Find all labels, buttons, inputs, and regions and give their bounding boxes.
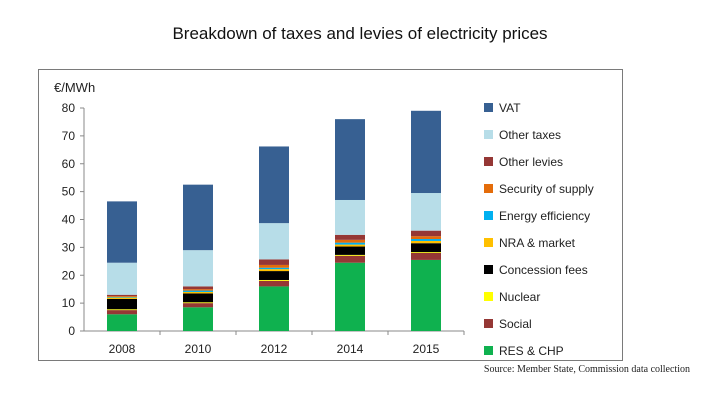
- source-note: Source: Member State, Commission data co…: [483, 364, 690, 375]
- bar-segment-nuclear: [183, 302, 213, 304]
- legend-swatch-vat: [484, 103, 493, 112]
- bars: [107, 110, 441, 331]
- y-tick-label: 0: [68, 324, 75, 338]
- bar-segment-energy-efficiency: [259, 267, 289, 270]
- bar-segment-nuclear: [335, 254, 365, 256]
- bar-segment-social: [259, 280, 289, 287]
- bar-segment-other-levies: [107, 294, 137, 297]
- legend-swatch-nuclear: [484, 292, 493, 301]
- legend-label-security-of-supply: Security of supply: [499, 182, 594, 196]
- legend-label-other-levies: Other levies: [499, 155, 563, 169]
- bar-segment-energy-efficiency: [107, 296, 137, 298]
- y-axis-label: €/MWh: [54, 80, 95, 95]
- bar-segment-nuclear: [259, 279, 289, 281]
- bar-segment-social: [335, 255, 365, 263]
- legend-swatch-nra-market: [484, 238, 493, 247]
- y-tick-label: 60: [62, 157, 76, 171]
- legend-label-other-taxes: Other taxes: [499, 128, 561, 142]
- y-tick-label: 40: [62, 213, 76, 227]
- y-tick-label: 70: [62, 129, 76, 143]
- legend-swatch-concession-fees: [484, 265, 493, 274]
- slide-title: Breakdown of taxes and levies of electri…: [172, 24, 548, 43]
- y-tick-label: 10: [62, 296, 76, 310]
- bar-segment-res-chp: [411, 259, 441, 331]
- bar-segment-vat: [411, 110, 441, 194]
- y-tick-label: 30: [62, 240, 76, 254]
- legend-swatch-energy-efficiency: [484, 211, 493, 220]
- y-ticks: 0 10 20 30 40 50 60 70 80: [62, 101, 84, 338]
- x-tick-label: 2010: [185, 342, 212, 356]
- bar-segment-nra-market: [259, 269, 289, 272]
- bar-stack-2008: [107, 201, 137, 331]
- bar-segment-nuclear: [107, 309, 137, 311]
- bar-stack-2015: [411, 110, 441, 331]
- bar-segment-vat: [335, 119, 365, 200]
- bar-segment-nuclear: [411, 252, 441, 253]
- bar-segment-other-taxes: [411, 193, 441, 231]
- legend-label-vat: VAT: [499, 101, 521, 115]
- bar-segment-other-taxes: [335, 199, 365, 235]
- bar-segment-concession-fees: [335, 246, 365, 255]
- legend-swatch-other-levies: [484, 157, 493, 166]
- bar-segment-res-chp: [107, 314, 137, 331]
- legend-swatch-res-chp: [484, 346, 493, 355]
- bar-segment-energy-efficiency: [411, 239, 441, 241]
- legend-swatch-social: [484, 319, 493, 328]
- bar-segment-nra-market: [411, 240, 441, 244]
- bar-stack-2012: [259, 146, 289, 331]
- x-tick-label: 2008: [109, 342, 136, 356]
- bar-segment-other-levies: [411, 230, 441, 237]
- legend-swatch-security-of-supply: [484, 184, 493, 193]
- bar-segment-security-of-supply: [411, 236, 441, 240]
- x-tick-label: 2012: [261, 342, 288, 356]
- bar-segment-energy-efficiency: [183, 290, 213, 292]
- bar-stack-2014: [335, 119, 365, 331]
- legend-label-energy-efficiency: Energy efficiency: [499, 209, 590, 223]
- bar-segment-nra-market: [107, 297, 137, 299]
- bar-stack-2010: [183, 184, 213, 331]
- x-tick-label: 2014: [337, 342, 364, 356]
- bar-segment-vat: [259, 146, 289, 224]
- bar-segment-other-taxes: [183, 250, 213, 287]
- bar-segment-other-levies: [183, 286, 213, 290]
- bar-segment-security-of-supply: [335, 239, 365, 243]
- bar-segment-concession-fees: [183, 293, 213, 303]
- y-tick-label: 20: [62, 268, 76, 282]
- legend: VAT Other taxes Other levies Security of su…: [484, 101, 594, 358]
- bar-segment-nra-market: [335, 244, 365, 247]
- bar-segment-concession-fees: [259, 271, 289, 280]
- bar-segment-vat: [183, 184, 213, 251]
- bar-segment-nra-market: [183, 291, 213, 294]
- bar-segment-other-taxes: [259, 223, 289, 260]
- x-ticks: 2008 2010 2012 2014 2015: [109, 331, 465, 356]
- legend-label-nuclear: Nuclear: [499, 290, 540, 304]
- legend-label-concession-fees: Concession fees: [499, 263, 588, 277]
- bar-segment-concession-fees: [411, 243, 441, 253]
- bar-segment-security-of-supply: [107, 296, 137, 297]
- bar-segment-social: [107, 310, 137, 315]
- bar-segment-social: [411, 252, 441, 260]
- bar-segment-other-levies: [259, 259, 289, 265]
- bar-segment-security-of-supply: [183, 289, 213, 291]
- bar-segment-energy-efficiency: [335, 242, 365, 245]
- bar-segment-res-chp: [259, 286, 289, 331]
- bar-segment-res-chp: [335, 262, 365, 331]
- x-tick-label: 2015: [413, 342, 440, 356]
- chart-frame: €/MWh 0 10 20 30 40 50 60 70 80 2008 2010 2012 2014…: [38, 69, 623, 361]
- bar-segment-vat: [107, 201, 137, 263]
- bar-segment-security-of-supply: [259, 264, 289, 268]
- y-tick-label: 50: [62, 185, 76, 199]
- bar-segment-social: [183, 303, 213, 308]
- bar-segment-other-taxes: [107, 262, 137, 295]
- stacked-bar-chart: €/MWh 0 10 20 30 40 50 60 70 80 2008 2010 2012 2014…: [54, 80, 594, 358]
- bar-segment-other-levies: [335, 234, 365, 240]
- legend-label-social: Social: [499, 317, 532, 331]
- legend-swatch-other-taxes: [484, 130, 493, 139]
- bar-segment-res-chp: [183, 307, 213, 331]
- legend-label-nra-market: NRA & market: [499, 236, 576, 250]
- legend-label-res-chp: RES & CHP: [499, 344, 564, 358]
- bar-segment-concession-fees: [107, 298, 137, 310]
- y-tick-label: 80: [62, 101, 76, 115]
